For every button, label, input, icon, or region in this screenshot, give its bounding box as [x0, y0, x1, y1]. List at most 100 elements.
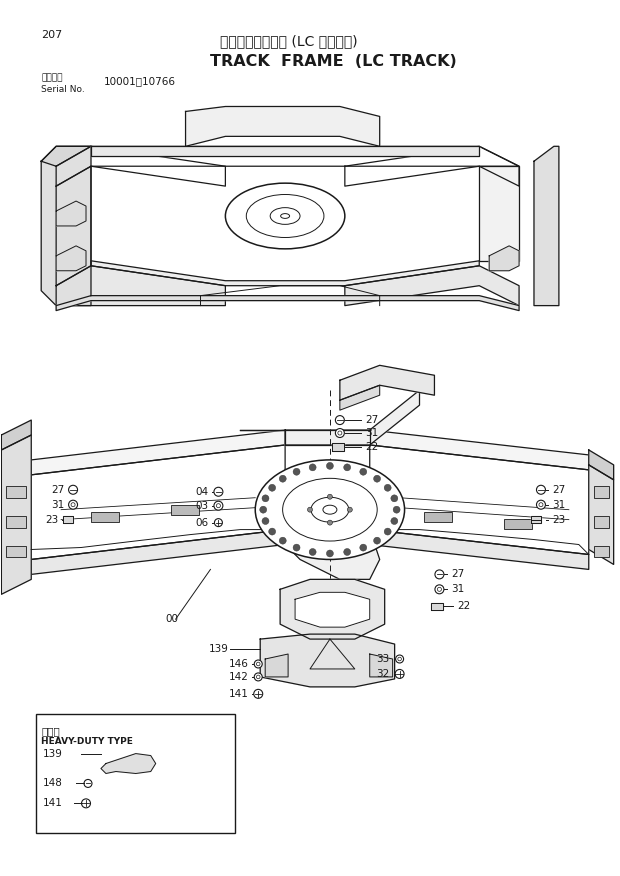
- Text: 23: 23: [45, 514, 58, 525]
- Text: Serial No.: Serial No.: [41, 85, 85, 94]
- Circle shape: [360, 469, 367, 475]
- Circle shape: [279, 537, 286, 544]
- Polygon shape: [63, 516, 73, 523]
- Text: 31: 31: [552, 499, 565, 510]
- Polygon shape: [91, 261, 479, 286]
- Text: 27: 27: [552, 484, 565, 495]
- Circle shape: [536, 500, 546, 509]
- Polygon shape: [310, 639, 355, 669]
- Text: TRACK  FRAME  (LC TRACK): TRACK FRAME (LC TRACK): [210, 53, 457, 68]
- Polygon shape: [1, 420, 31, 450]
- Polygon shape: [370, 430, 589, 470]
- Circle shape: [268, 484, 276, 491]
- Circle shape: [214, 501, 223, 510]
- Polygon shape: [185, 107, 379, 146]
- Polygon shape: [534, 146, 559, 306]
- Circle shape: [293, 469, 300, 475]
- Polygon shape: [241, 430, 370, 445]
- Polygon shape: [531, 516, 541, 523]
- Text: 強化形: 強化形: [41, 725, 60, 736]
- Text: 142: 142: [228, 672, 248, 682]
- Text: 148: 148: [43, 779, 63, 788]
- Polygon shape: [31, 445, 285, 560]
- Bar: [504, 519, 532, 528]
- Circle shape: [293, 544, 300, 551]
- Polygon shape: [280, 579, 384, 639]
- Polygon shape: [91, 146, 519, 166]
- Circle shape: [374, 537, 381, 544]
- Circle shape: [309, 464, 316, 471]
- Circle shape: [396, 655, 404, 663]
- Polygon shape: [589, 450, 614, 480]
- Polygon shape: [345, 146, 519, 186]
- Polygon shape: [56, 246, 86, 271]
- Text: 23: 23: [552, 514, 565, 525]
- Polygon shape: [285, 530, 379, 579]
- Bar: [6, 486, 26, 498]
- Text: 141: 141: [43, 798, 63, 809]
- Circle shape: [347, 507, 352, 512]
- Circle shape: [343, 464, 351, 471]
- Text: 31: 31: [365, 428, 378, 438]
- Polygon shape: [260, 634, 394, 687]
- Bar: [170, 505, 198, 515]
- Polygon shape: [56, 295, 519, 311]
- Circle shape: [84, 780, 92, 788]
- Circle shape: [326, 463, 334, 470]
- Circle shape: [384, 484, 391, 491]
- Text: 139: 139: [43, 749, 63, 759]
- Bar: [91, 512, 119, 521]
- Text: 141: 141: [228, 689, 248, 699]
- Circle shape: [254, 660, 262, 668]
- Text: 27: 27: [51, 484, 64, 495]
- Circle shape: [308, 507, 312, 512]
- Polygon shape: [345, 265, 519, 306]
- Polygon shape: [56, 265, 226, 306]
- Ellipse shape: [226, 183, 345, 249]
- Circle shape: [309, 548, 316, 555]
- Circle shape: [214, 487, 223, 496]
- Polygon shape: [295, 592, 370, 627]
- Circle shape: [391, 518, 398, 525]
- Circle shape: [435, 570, 444, 579]
- Circle shape: [254, 673, 262, 681]
- Bar: [36, 714, 236, 833]
- Circle shape: [360, 544, 367, 551]
- Text: 32: 32: [376, 669, 389, 679]
- Circle shape: [69, 485, 78, 494]
- Text: 31: 31: [451, 584, 464, 594]
- Circle shape: [343, 548, 351, 555]
- Ellipse shape: [255, 460, 405, 560]
- Text: 04: 04: [195, 487, 208, 497]
- Polygon shape: [101, 753, 156, 774]
- Bar: [594, 516, 609, 527]
- Bar: [425, 512, 453, 521]
- Circle shape: [81, 799, 91, 808]
- Circle shape: [335, 415, 344, 425]
- Text: 10001～10766: 10001～10766: [104, 76, 176, 87]
- Polygon shape: [41, 146, 91, 166]
- Bar: [594, 486, 609, 498]
- Ellipse shape: [311, 498, 349, 522]
- Text: 適用号機: 適用号機: [41, 74, 63, 82]
- Polygon shape: [332, 443, 344, 451]
- Text: 27: 27: [451, 569, 464, 579]
- Polygon shape: [1, 435, 31, 594]
- Polygon shape: [370, 530, 589, 569]
- Bar: [594, 546, 609, 557]
- Text: 146: 146: [228, 659, 248, 669]
- Circle shape: [395, 669, 404, 678]
- Polygon shape: [340, 365, 435, 400]
- Circle shape: [326, 550, 334, 557]
- Circle shape: [69, 500, 78, 509]
- Text: 06: 06: [195, 518, 208, 527]
- Polygon shape: [370, 445, 589, 555]
- Polygon shape: [41, 146, 91, 306]
- Text: 33: 33: [376, 654, 389, 664]
- Text: 139: 139: [208, 644, 228, 654]
- Circle shape: [536, 485, 546, 494]
- Circle shape: [279, 475, 286, 482]
- Polygon shape: [56, 201, 86, 226]
- Polygon shape: [479, 166, 519, 261]
- Text: HEAVY-DUTY TYPE: HEAVY-DUTY TYPE: [41, 737, 133, 745]
